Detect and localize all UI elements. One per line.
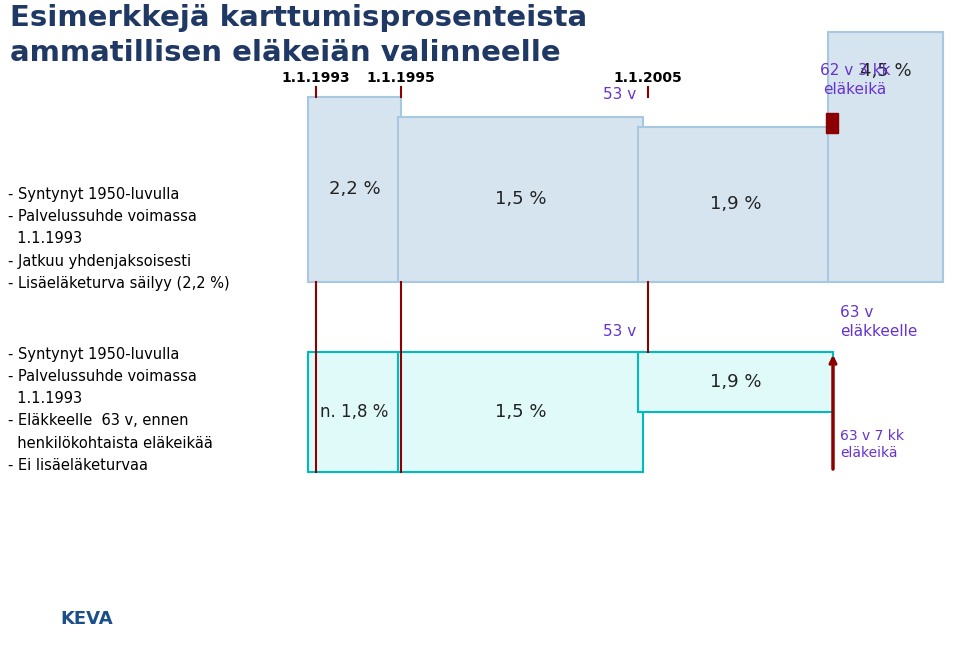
Ellipse shape [24,595,149,644]
Text: - Syntynyt 1950-luvulla
- Palvelussuhde voimassa
  1.1.1993
- Eläkkeelle  63 v, : - Syntynyt 1950-luvulla - Palvelussuhde … [8,347,213,473]
Bar [828,32,943,282]
Text: 53 v: 53 v [603,324,637,339]
Text: - Syntynyt 1950-luvulla
- Palvelussuhde voimassa
  1.1.1993
- Jatkuu yhdenjaksoi: - Syntynyt 1950-luvulla - Palvelussuhde … [8,187,229,291]
Text: 1.1.2005: 1.1.2005 [614,71,683,85]
Bar [308,97,401,282]
Text: 62 v 3 kk
eläkeikä: 62 v 3 kk eläkeikä [820,63,890,97]
Bar [398,352,643,472]
Bar [398,117,643,282]
Text: 63 v 7 kk
eläkeikä: 63 v 7 kk eläkeikä [840,429,904,460]
Text: 2,2 %: 2,2 % [329,181,381,198]
Text: 53 v: 53 v [603,87,637,102]
Text: 10: 10 [909,610,930,629]
Text: 1.1.1993: 1.1.1993 [282,71,350,85]
Bar [826,113,838,133]
Bar [638,352,833,412]
Text: 1,9 %: 1,9 % [710,373,761,391]
Text: 4,5 %: 4,5 % [859,62,911,80]
Text: 1,9 %: 1,9 % [710,196,761,213]
Text: 1,5 %: 1,5 % [495,190,547,209]
Text: Esimerkkejä karttumisprosenteista
ammatillisen eläkeiän valinneelle: Esimerkkejä karttumisprosenteista ammati… [10,4,587,67]
Text: n. 1,8 %: n. 1,8 % [320,403,388,421]
Text: KEVA: KEVA [60,610,112,629]
Bar [638,127,833,282]
Text: 1,5 %: 1,5 % [495,403,547,421]
Text: 63 v
eläkkeelle: 63 v eläkkeelle [840,305,918,339]
Text: 2013: 2013 [458,610,501,629]
Text: 1.1.1995: 1.1.1995 [366,71,435,85]
Bar [308,352,401,472]
